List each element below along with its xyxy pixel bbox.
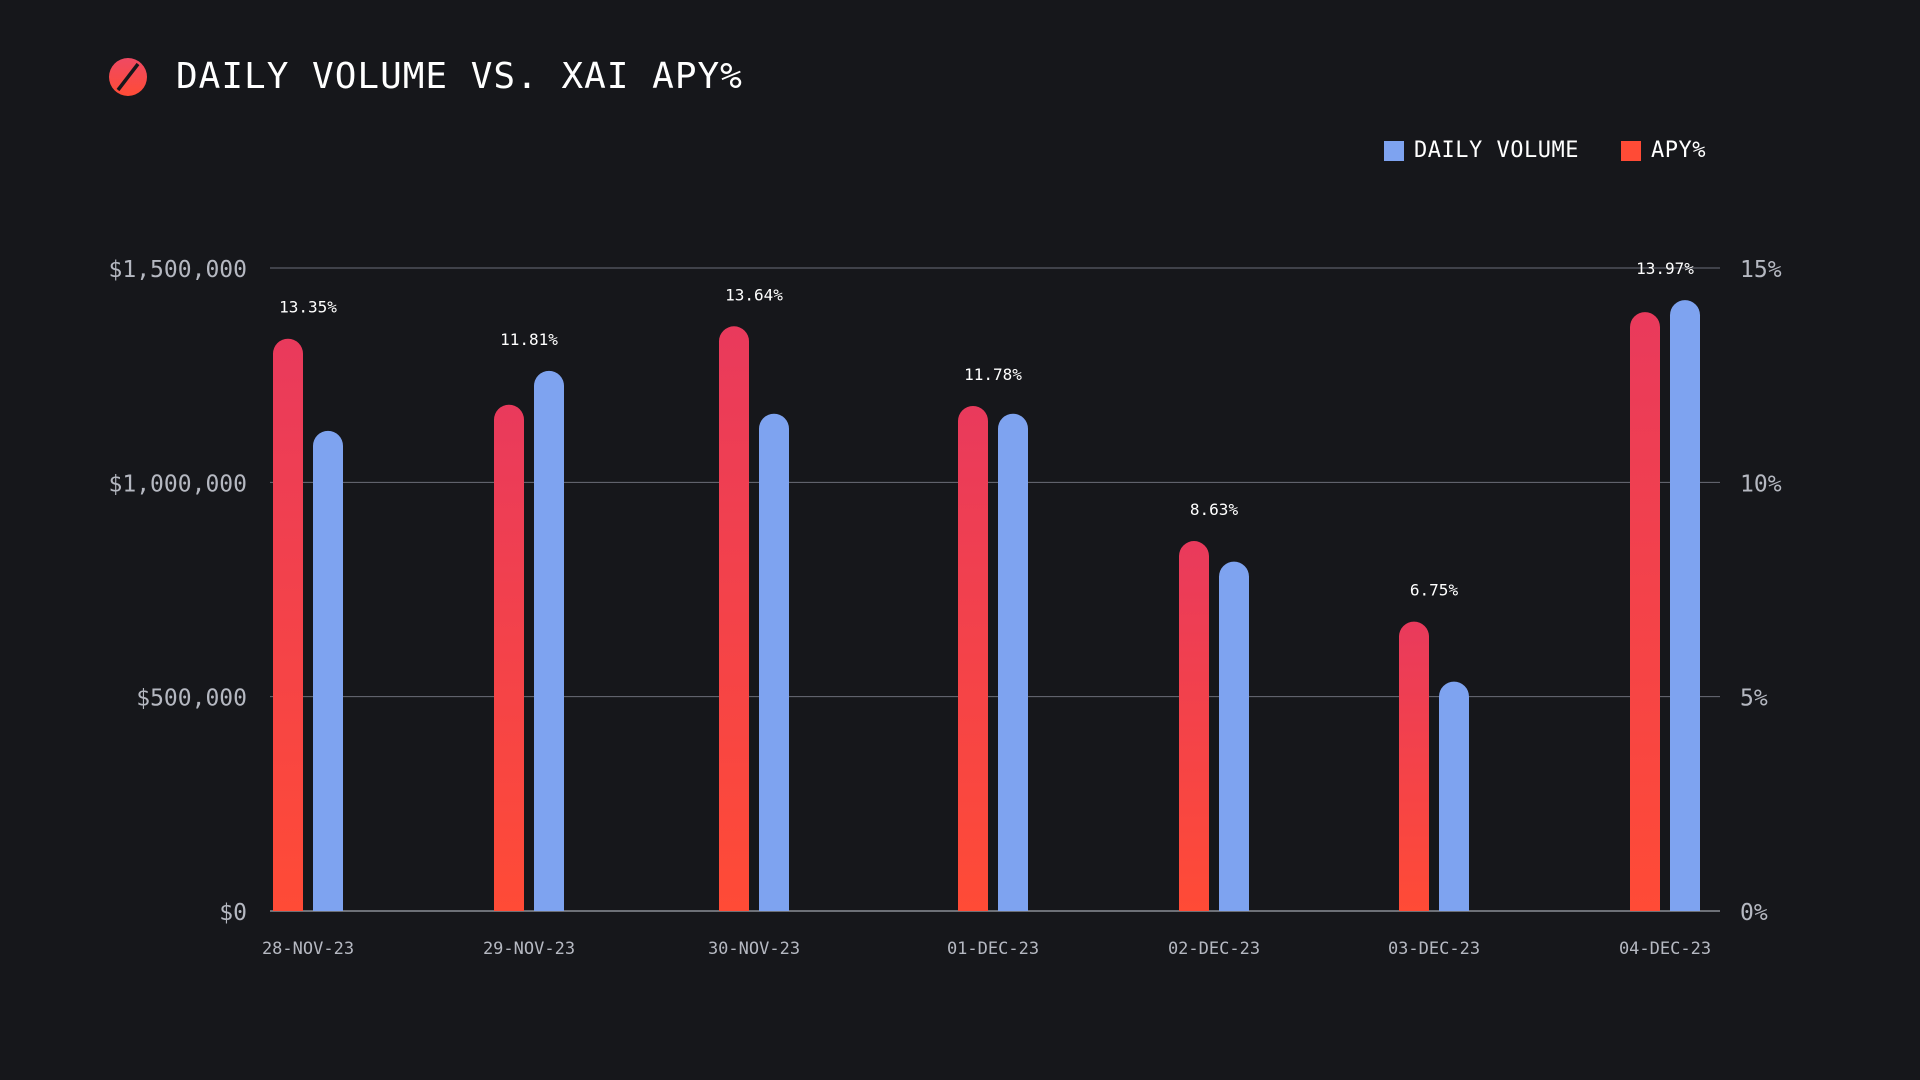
volume-bar	[998, 413, 1028, 911]
apy-bar	[494, 404, 524, 911]
x-tick-label: 01-DEC-23	[947, 939, 1039, 959]
apy-bar	[958, 406, 988, 911]
x-tick-label: 03-DEC-23	[1388, 939, 1480, 959]
chart-header: DAILY VOLUME VS. XAI APY%	[108, 56, 743, 97]
volume-bar	[1670, 300, 1700, 911]
slashed-circle-logo-icon	[109, 57, 147, 96]
x-tick-label: 28-NOV-23	[262, 939, 354, 959]
x-tick-label: 04-DEC-23	[1619, 939, 1711, 959]
x-tick-label: 30-NOV-23	[708, 939, 800, 959]
legend-swatch-daily-volume	[1384, 140, 1404, 161]
x-tick-label: 29-NOV-23	[483, 939, 575, 959]
legend-label-daily-volume: DAILY VOLUME	[1414, 138, 1579, 163]
y-left-tick-label: $1,500,000	[109, 257, 247, 283]
apy-bar	[1179, 541, 1209, 911]
axis-layer: $0 $500,000 $1,000,000 $1,500,000 0% 5% 10% 15%…	[109, 257, 1782, 959]
apy-data-label: 11.78%	[964, 365, 1022, 384]
legend-item-apy[interactable]: APY%	[1620, 138, 1706, 163]
chart-title: DAILY VOLUME VS. XAI APY%	[176, 56, 743, 97]
volume-bar	[534, 370, 564, 911]
y-left-tick-label: $0	[219, 900, 247, 926]
y-right-tick-label: 5%	[1740, 686, 1768, 712]
volume-bar	[1439, 681, 1469, 911]
apy-data-label: 6.75%	[1410, 581, 1459, 600]
apy-data-label: 13.64%	[725, 285, 783, 304]
apy-bar	[273, 338, 303, 911]
volume-bar	[1219, 561, 1249, 911]
apy-bar	[1399, 621, 1429, 911]
y-right-tick-label: 15%	[1740, 257, 1782, 283]
y-left-tick-label: $500,000	[136, 686, 247, 712]
apy-data-label: 13.35%	[279, 298, 337, 317]
volume-bar	[313, 430, 343, 911]
label-layer: 13.35% 11.81% 13.64% 11.78% 8.63% 6.75% 13.97%	[279, 259, 1694, 600]
legend-swatch-apy	[1620, 140, 1641, 161]
apy-data-label: 11.81%	[500, 330, 558, 349]
apy-data-label: 13.97%	[1636, 259, 1694, 278]
chart-legend: DAILY VOLUME APY%	[1384, 138, 1706, 163]
x-tick-label: 02-DEC-23	[1168, 939, 1260, 959]
y-right-tick-label: 10%	[1740, 471, 1782, 497]
legend-item-daily-volume[interactable]: DAILY VOLUME	[1384, 138, 1579, 163]
y-right-tick-label: 0%	[1740, 900, 1768, 926]
apy-bar	[1630, 312, 1660, 911]
legend-label-apy: APY%	[1650, 138, 1706, 163]
y-left-tick-label: $1,000,000	[109, 471, 247, 497]
bar-layer	[273, 300, 1700, 911]
volume-bar	[759, 413, 789, 911]
apy-data-label: 8.63%	[1190, 500, 1239, 519]
apy-bar	[719, 326, 749, 911]
